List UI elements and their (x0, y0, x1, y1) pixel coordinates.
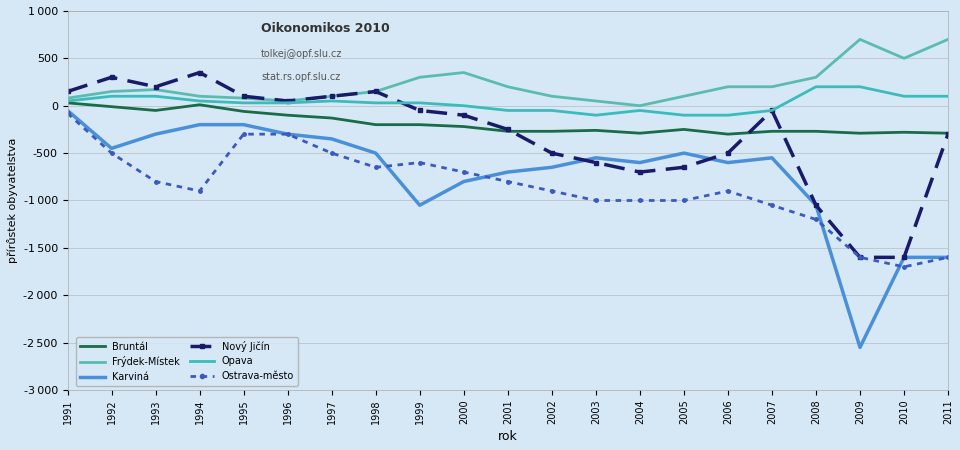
Text: stat.rs.opf.slu.cz: stat.rs.opf.slu.cz (261, 72, 341, 81)
Legend: Bruntál, Frýdek-Místek, Karviná, Nový Jičín, Opava, Ostrava-město: Bruntál, Frýdek-Místek, Karviná, Nový Ji… (76, 337, 298, 386)
X-axis label: rok: rok (498, 430, 517, 443)
Text: Oikonomikos 2010: Oikonomikos 2010 (261, 22, 390, 35)
Text: tolkej@opf.slu.cz: tolkej@opf.slu.cz (261, 49, 343, 59)
Y-axis label: přírůstek obyvatelstva: přírůstek obyvatelstva (7, 138, 18, 263)
